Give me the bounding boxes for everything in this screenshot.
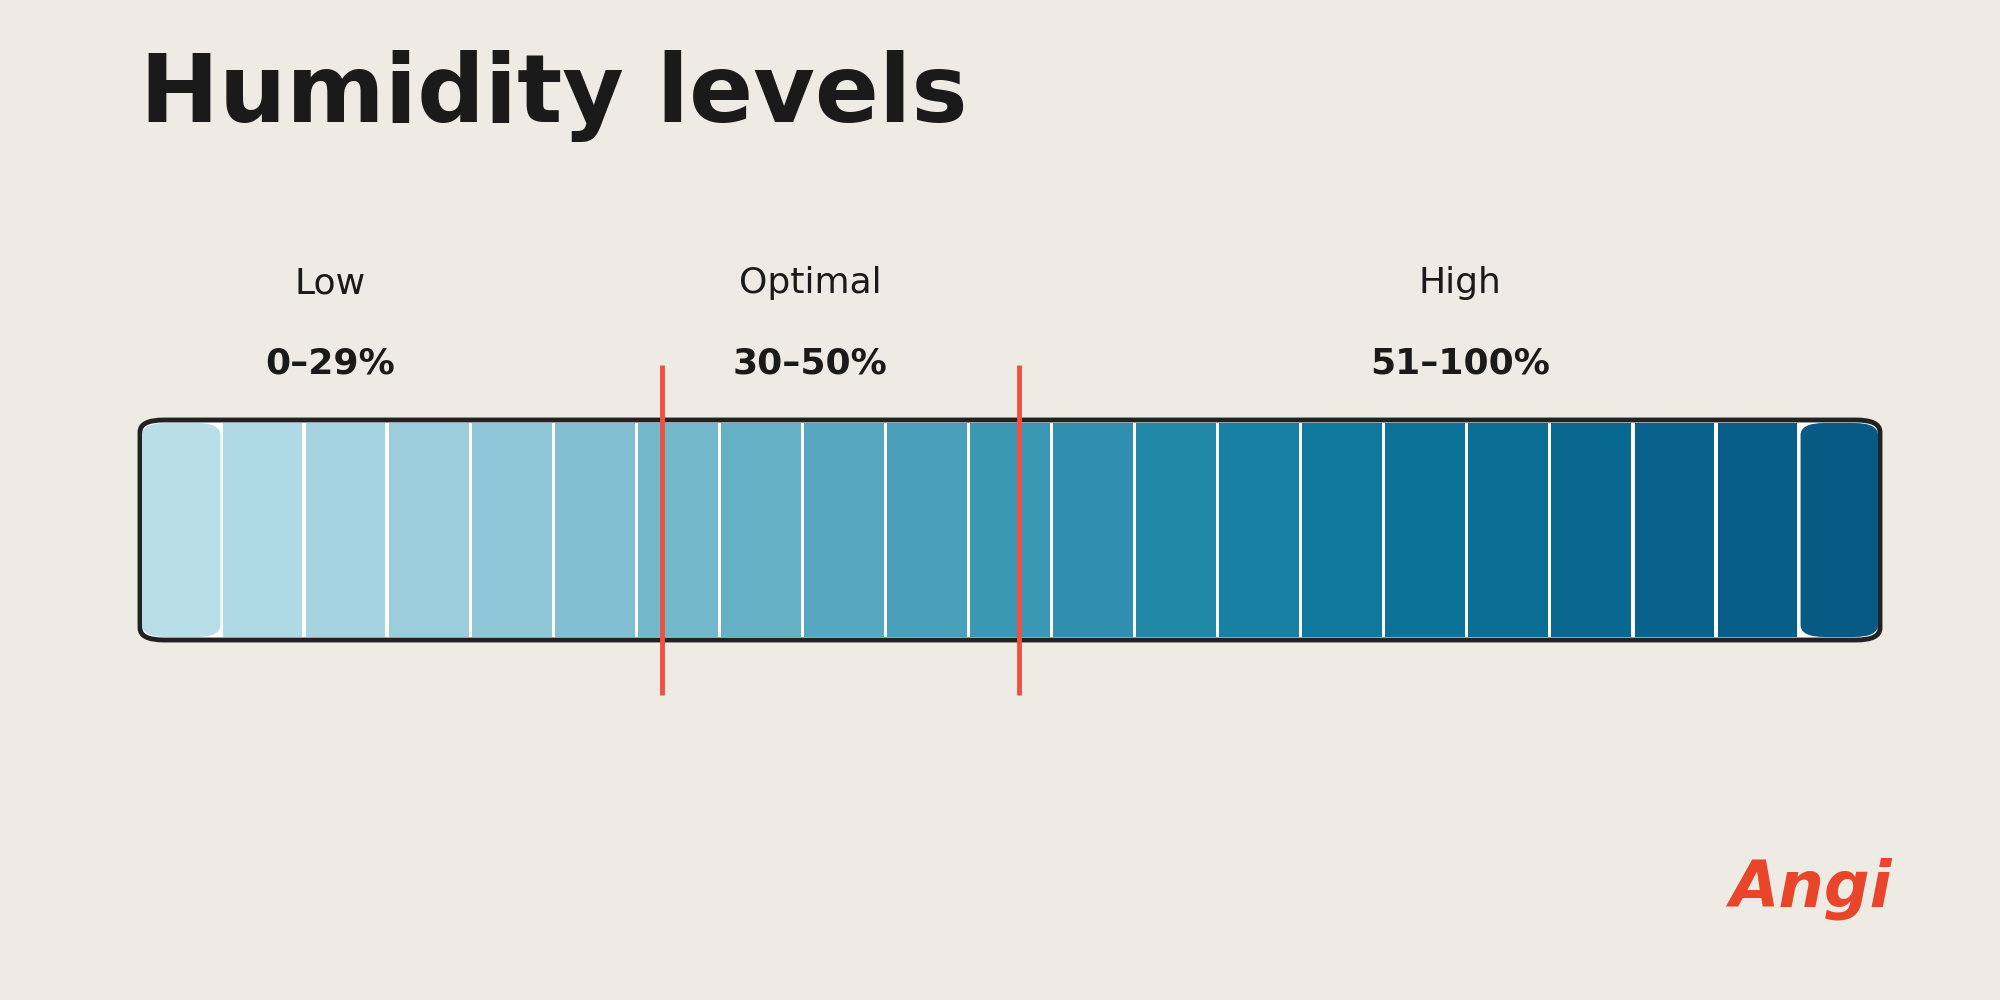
Bar <box>1386 423 1464 637</box>
FancyBboxPatch shape <box>1800 423 1878 637</box>
Text: Optimal: Optimal <box>738 266 882 300</box>
Bar <box>722 423 800 637</box>
Bar <box>1302 423 1382 637</box>
Text: 0–29%: 0–29% <box>266 346 394 380</box>
Bar <box>224 423 302 637</box>
Bar <box>1634 423 1714 637</box>
Bar <box>1468 423 1548 637</box>
Bar <box>638 423 718 637</box>
Text: Angi: Angi <box>1728 857 1892 920</box>
Text: High: High <box>1418 266 1502 300</box>
Bar <box>306 423 386 637</box>
FancyBboxPatch shape <box>140 420 1880 640</box>
Bar <box>472 423 552 637</box>
Bar <box>804 423 884 637</box>
Bar <box>970 423 1050 637</box>
Text: Humidity levels: Humidity levels <box>140 50 968 142</box>
Text: 51–100%: 51–100% <box>1370 346 1550 380</box>
Bar <box>1718 423 1796 637</box>
Bar <box>1220 423 1298 637</box>
Bar <box>888 423 966 637</box>
FancyBboxPatch shape <box>142 423 220 637</box>
Bar <box>556 423 634 637</box>
Bar <box>390 423 468 637</box>
Bar <box>1054 423 1132 637</box>
Text: 30–50%: 30–50% <box>732 346 888 380</box>
Text: Low: Low <box>294 266 366 300</box>
Bar <box>1136 423 1216 637</box>
Bar <box>1552 423 1630 637</box>
